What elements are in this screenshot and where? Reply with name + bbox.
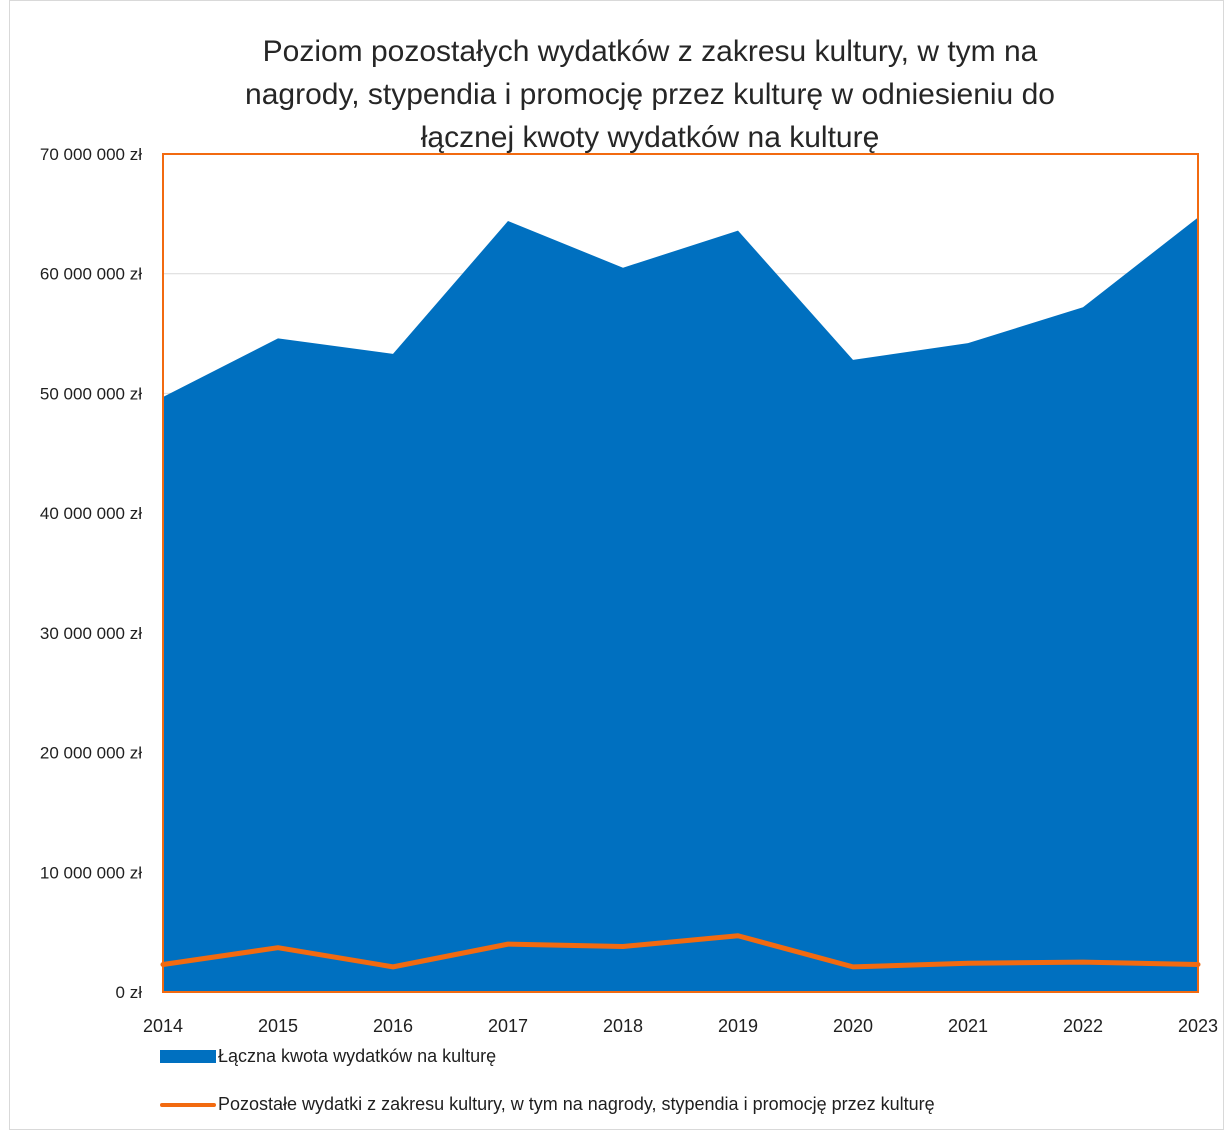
legend-label-other: Pozostałe wydatki z zakresu kultury, w t…: [218, 1094, 935, 1114]
x-tick-label: 2015: [258, 1016, 298, 1036]
plot-area-border: [162, 153, 1199, 993]
x-tick-label: 2019: [718, 1016, 758, 1036]
x-tick-label: 2014: [143, 1016, 183, 1036]
chart-title-line-2: nagrody, stypendia i promocję przez kult…: [245, 78, 1055, 111]
legend-item-other: Pozostałe wydatki z zakresu kultury, w t…: [160, 1094, 935, 1115]
chart-title-line-1: Poziom pozostałych wydatków z zakresu ku…: [262, 35, 1038, 68]
y-tick-label: 70 000 000 zł: [40, 145, 142, 164]
y-tick-label: 60 000 000 zł: [40, 265, 142, 284]
legend-swatch-other: [160, 1102, 216, 1107]
chart-title-line-3: łącznej kwoty wydatków na kulturę: [420, 121, 880, 154]
chart-title: Poziom pozostałych wydatków z zakresu ku…: [150, 30, 1150, 159]
x-tick-label: 2020: [833, 1016, 873, 1036]
line-series-other: [160, 933, 1201, 970]
y-tick-label: 20 000 000 zł: [40, 744, 142, 763]
y-tick-label: 10 000 000 zł: [40, 863, 142, 882]
y-tick-label: 40 000 000 zł: [40, 504, 142, 523]
x-tick-label: 2022: [1063, 1016, 1103, 1036]
legend-swatch-total: [160, 1050, 216, 1063]
x-tick-label: 2017: [488, 1016, 528, 1036]
chart-frame: [9, 0, 1224, 1130]
y-tick-label: 0 zł: [116, 983, 143, 1002]
y-tick-label: 50 000 000 zł: [40, 384, 142, 403]
x-tick-label: 2018: [603, 1016, 643, 1036]
y-tick-label: 30 000 000 zł: [40, 624, 142, 643]
x-tick-label: 2021: [948, 1016, 988, 1036]
legend-item-total: Łączna kwota wydatków na kulturę: [160, 1046, 496, 1067]
legend-label-total: Łączna kwota wydatków na kulturę: [218, 1046, 497, 1066]
x-tick-label: 2016: [373, 1016, 413, 1036]
area-series-total: [163, 217, 1198, 992]
x-tick-label: 2023: [1178, 1016, 1218, 1036]
